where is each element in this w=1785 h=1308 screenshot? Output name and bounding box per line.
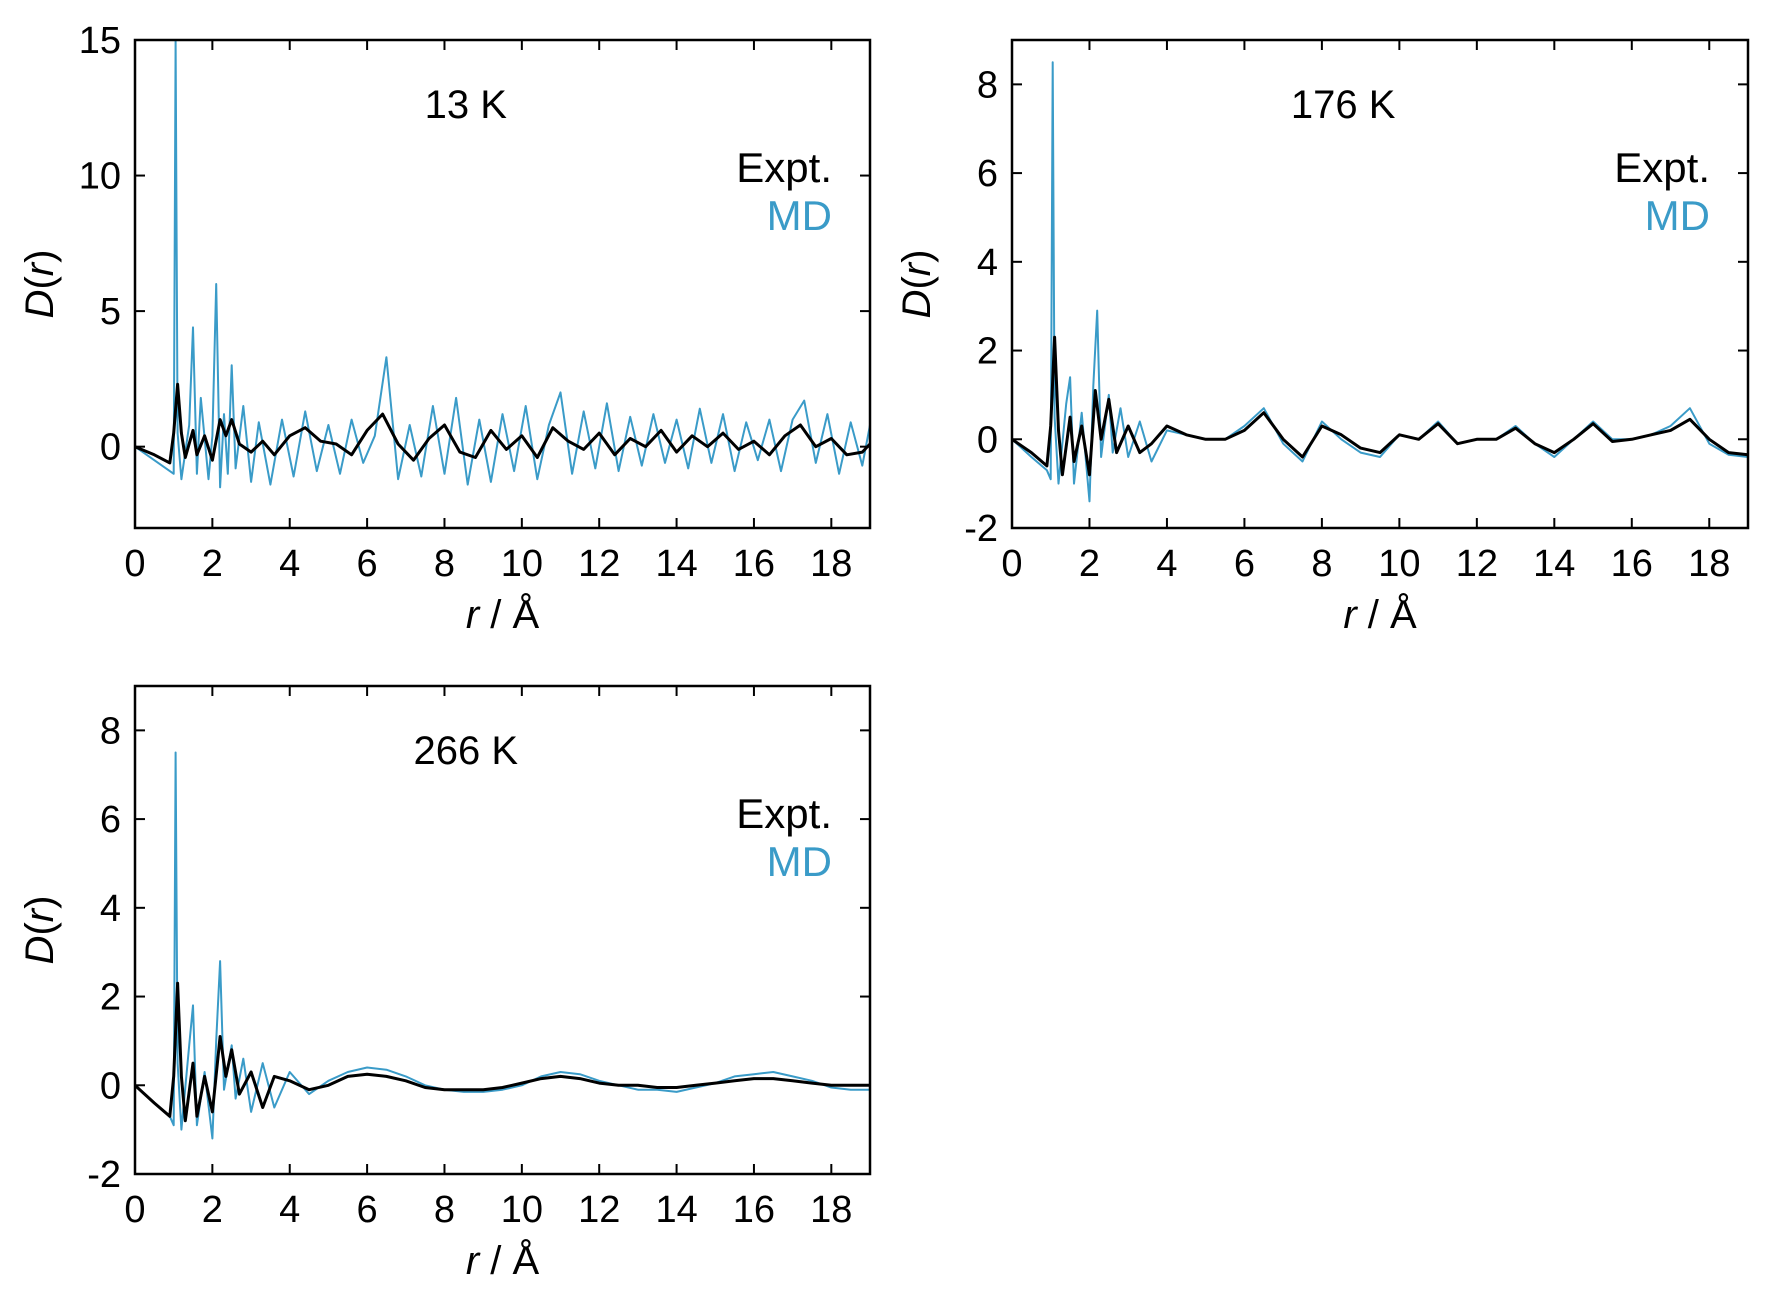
x-tick-label: 8 bbox=[1311, 543, 1332, 585]
x-tick-label: 4 bbox=[279, 543, 300, 585]
x-tick-label: 16 bbox=[733, 1189, 775, 1231]
x-tick-label: 18 bbox=[810, 543, 852, 585]
x-tick-label: 4 bbox=[1156, 543, 1177, 585]
x-tick-label: 4 bbox=[279, 1189, 300, 1231]
y-axis-label-close: ) bbox=[18, 896, 62, 909]
plot-frame bbox=[133, 684, 872, 1176]
y-axis-label-r: r bbox=[18, 261, 62, 276]
legend-expt: Expt. bbox=[1614, 144, 1710, 191]
y-tick-label: -2 bbox=[87, 1154, 121, 1196]
x-tick-label: 2 bbox=[202, 1189, 223, 1231]
x-tick-label: 10 bbox=[501, 543, 543, 585]
plot-frame bbox=[133, 38, 872, 530]
x-axis-label: r / Å bbox=[1343, 592, 1417, 637]
plot-frame bbox=[1010, 38, 1750, 530]
y-tick-label: -2 bbox=[964, 508, 998, 550]
legend-expt: Expt. bbox=[736, 144, 832, 191]
y-tick-label: 15 bbox=[79, 20, 121, 62]
x-tick-label: 0 bbox=[1001, 543, 1022, 585]
x-axis-label-var: r bbox=[466, 593, 481, 637]
x-axis-label-var: r bbox=[466, 1239, 481, 1283]
y-tick-label: 0 bbox=[977, 419, 998, 461]
x-tick-label: 18 bbox=[810, 1189, 852, 1231]
x-tick-label: 2 bbox=[202, 543, 223, 585]
series-line-expt bbox=[135, 981, 870, 1123]
y-tick-label: 6 bbox=[100, 799, 121, 841]
y-tick-label: 6 bbox=[977, 153, 998, 195]
y-axis-label: D(r) bbox=[18, 250, 62, 319]
y-axis-label-d: D bbox=[18, 290, 62, 319]
y-axis-label: D(r) bbox=[18, 896, 62, 965]
panel-title: 176 K bbox=[1291, 83, 1396, 127]
legend-md: MD bbox=[767, 192, 832, 239]
x-tick-label: 2 bbox=[1079, 543, 1100, 585]
x-tick-label: 6 bbox=[357, 543, 378, 585]
y-axis-label-close: ) bbox=[18, 250, 62, 263]
y-tick-label: 10 bbox=[79, 156, 121, 198]
x-tick-label: 6 bbox=[357, 1189, 378, 1231]
y-tick-label: 8 bbox=[977, 64, 998, 106]
y-tick-label: 4 bbox=[977, 242, 998, 284]
x-axis-label-unit: / Å bbox=[1357, 592, 1417, 637]
x-tick-label: 6 bbox=[1234, 543, 1255, 585]
x-axis-label-unit: / Å bbox=[479, 592, 539, 637]
y-axis-label-d: D bbox=[895, 290, 939, 319]
panel-title: 13 K bbox=[425, 83, 508, 127]
y-tick-label: 0 bbox=[100, 1065, 121, 1107]
x-tick-label: 12 bbox=[578, 1189, 620, 1231]
x-tick-label: 14 bbox=[1533, 543, 1575, 585]
x-tick-label: 8 bbox=[434, 1189, 455, 1231]
y-tick-label: 4 bbox=[100, 888, 121, 930]
series-line-md bbox=[1012, 61, 1748, 503]
x-axis-label-var: r bbox=[1343, 593, 1358, 637]
x-axis-label: r / Å bbox=[466, 1238, 540, 1283]
y-axis-label-close: ) bbox=[895, 250, 939, 263]
x-tick-label: 10 bbox=[501, 1189, 543, 1231]
x-tick-label: 16 bbox=[1611, 543, 1653, 585]
x-tick-label: 10 bbox=[1378, 543, 1420, 585]
series-line-expt bbox=[135, 382, 870, 465]
y-axis-label-open: ( bbox=[895, 276, 939, 290]
x-tick-label: 14 bbox=[655, 1189, 697, 1231]
legend-md: MD bbox=[1645, 192, 1710, 239]
y-axis-label-r: r bbox=[18, 907, 62, 922]
y-tick-label: 8 bbox=[100, 710, 121, 752]
x-tick-label: 12 bbox=[578, 543, 620, 585]
x-tick-label: 0 bbox=[124, 1189, 145, 1231]
series-line-expt bbox=[1012, 335, 1748, 477]
y-axis-label-open: ( bbox=[18, 276, 62, 290]
y-axis-label-r: r bbox=[895, 261, 939, 276]
x-tick-label: 12 bbox=[1456, 543, 1498, 585]
y-tick-label: 2 bbox=[100, 977, 121, 1019]
x-axis-label: r / Å bbox=[466, 592, 540, 637]
y-tick-label: 0 bbox=[100, 427, 121, 469]
x-tick-label: 14 bbox=[655, 543, 697, 585]
x-tick-label: 18 bbox=[1688, 543, 1730, 585]
x-tick-label: 16 bbox=[733, 543, 775, 585]
panel-title: 266 K bbox=[413, 729, 518, 773]
y-axis-label-d: D bbox=[18, 936, 62, 965]
legend-expt: Expt. bbox=[736, 790, 832, 837]
y-tick-label: 5 bbox=[100, 291, 121, 333]
x-axis-label-unit: / Å bbox=[479, 1238, 539, 1283]
y-axis-label: D(r) bbox=[895, 250, 939, 319]
series-line-md bbox=[135, 40, 870, 489]
y-tick-label: 2 bbox=[977, 331, 998, 373]
legend-md: MD bbox=[767, 838, 832, 885]
y-axis-label-open: ( bbox=[18, 922, 62, 936]
x-tick-label: 8 bbox=[434, 543, 455, 585]
x-tick-label: 0 bbox=[124, 543, 145, 585]
